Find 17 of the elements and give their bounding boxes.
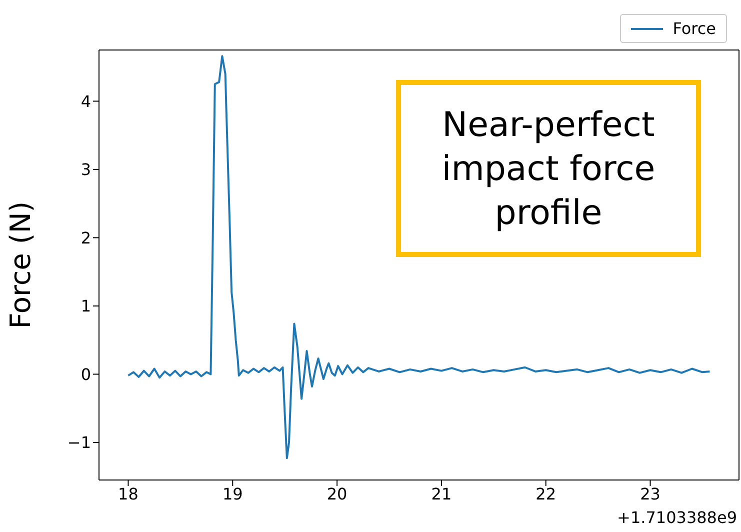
- y-tick-label: 2: [80, 228, 91, 248]
- x-tick-label: 18: [118, 484, 138, 504]
- y-tick-label: 0: [80, 364, 91, 384]
- y-tick-label: 1: [80, 296, 91, 316]
- x-tick-label: 22: [536, 484, 556, 504]
- x-tick-label: 20: [326, 484, 348, 504]
- line-series: [127, 55, 711, 460]
- x-tick-label: 19: [222, 484, 243, 504]
- legend-label: Force: [672, 19, 716, 38]
- y-tick-label: 4: [80, 92, 91, 111]
- y-axis-title: Force (N): [4, 201, 37, 329]
- x-tick-label: 23: [640, 484, 660, 504]
- annotation: Near-perfect impact force profile: [440, 104, 656, 234]
- x-tick-label: 21: [431, 484, 452, 504]
- text: +1.7103388e9: [617, 508, 737, 527]
- y-tick-label: −1: [67, 433, 91, 452]
- y-tick-label: 3: [80, 160, 91, 180]
